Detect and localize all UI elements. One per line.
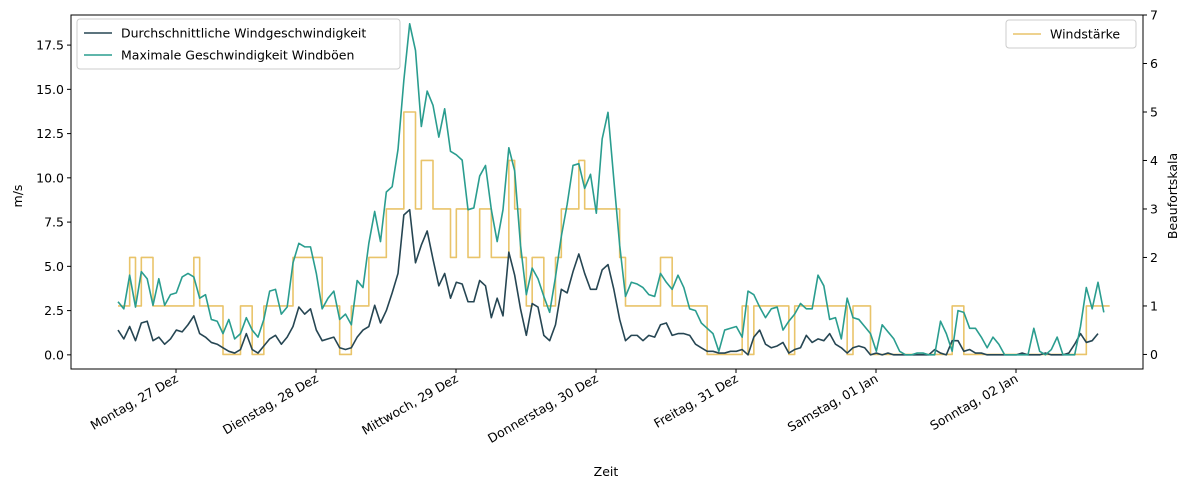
x-tick-label: Montag, 27 Dez [88,370,181,432]
y-tick-label-left: 7.5 [44,215,64,230]
y-axis-label-left: m/s [10,185,25,208]
x-tick-label: Freitag, 31 Dez [651,370,741,430]
y-tick-label-left: 15.0 [36,82,64,97]
y-tick-label-right: 4 [1150,153,1158,168]
y-tick-label-right: 3 [1150,201,1158,216]
legend-label-beaufort: Windstärke [1050,27,1120,42]
y-axis-label-right: Beaufortskala [1165,153,1180,239]
y-tick-label-right: 5 [1150,104,1158,119]
y-tick-label-left: 17.5 [36,38,64,53]
legend-label-avg: Durchschnittliche Windgeschwindigkeit [121,26,366,41]
y-tick-label-right: 0 [1150,347,1158,362]
y-tick-label-right: 2 [1150,250,1158,265]
y-tick-label-right: 6 [1150,56,1158,71]
y-tick-label-left: 10.0 [36,170,64,185]
x-tick-label: Donnerstag, 30 Dez [485,370,601,446]
series-line-avg-wind [117,208,1099,356]
y-tick-label-left: 0.0 [44,347,64,362]
series-layer [117,23,1110,356]
legend-left: Durchschnittliche Windgeschwindigkeit Ma… [76,18,401,70]
y-tick-label-right: 7 [1150,8,1158,23]
legend-right-box [1005,19,1137,49]
y-tick-label-left: 5.0 [44,259,64,274]
legend-right: Windstärke [1005,19,1137,49]
x-tick-label: Dienstag, 28 Dez [220,370,321,437]
legend-left-box [76,18,401,70]
plot-frame [70,14,1144,370]
y-axis-right: 0 1 2 3 4 5 6 7 [1143,8,1158,362]
x-tick-label: Mittwoch, 29 Dez [359,370,461,437]
y-tick-label-left: 12.5 [36,126,64,141]
y-axis-left: 0.0 2.5 5.0 7.5 10.0 12.5 15.0 17.5 [36,38,71,362]
y-tick-label-left: 2.5 [44,303,64,318]
y-tick-label-right: 1 [1150,298,1158,313]
legend-label-gust: Maximale Geschwindigkeit Windböen [121,48,354,63]
x-axis-label: Zeit [594,464,619,479]
x-tick-label: Sonntag, 02 Jan [927,371,1020,434]
series-line-max-gust [117,23,1105,356]
x-axis: Montag, 27 Dez Dienstag, 28 Dez Mittwoch, … [88,369,1021,446]
x-tick-label: Samstag, 01 Jan [785,371,881,435]
